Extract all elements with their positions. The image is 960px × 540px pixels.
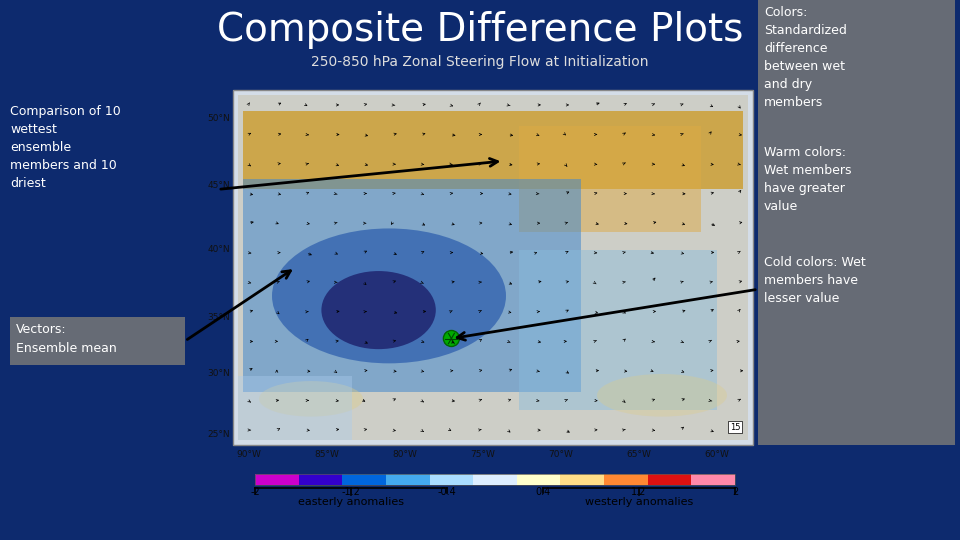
Text: easterly anomalies: easterly anomalies (298, 497, 404, 507)
Text: -0.4: -0.4 (438, 487, 456, 497)
Text: 65°W: 65°W (626, 450, 651, 459)
Text: -1.2: -1.2 (342, 487, 360, 497)
Text: 35°N: 35°N (207, 313, 230, 322)
Text: 80°W: 80°W (393, 450, 417, 459)
Text: 40°N: 40°N (207, 245, 230, 254)
Text: Colors:
Standardized
difference
between wet
and dry
members: Colors: Standardized difference between … (764, 6, 847, 109)
Text: 2: 2 (732, 487, 738, 497)
FancyBboxPatch shape (238, 95, 748, 440)
Text: 45°N: 45°N (207, 181, 230, 191)
Text: Warm colors:
Wet members
have greater
value: Warm colors: Wet members have greater va… (764, 146, 852, 213)
Bar (648, 474, 691, 485)
Text: Composite Difference Plots: Composite Difference Plots (217, 11, 743, 49)
Text: 250-850 hPa Zonal Steering Flow at Initialization: 250-850 hPa Zonal Steering Flow at Initi… (311, 55, 649, 69)
Text: 15: 15 (730, 422, 740, 431)
Bar (691, 474, 735, 485)
Text: 30°N: 30°N (207, 369, 230, 379)
Text: Cold colors: Wet
members have
lesser value: Cold colors: Wet members have lesser val… (764, 256, 866, 305)
Bar (758, 0, 955, 445)
Circle shape (444, 330, 460, 347)
Bar (299, 474, 343, 485)
Bar (473, 474, 516, 485)
Bar (243, 179, 581, 392)
Bar (604, 474, 648, 485)
Text: Comparison of 10
wettest
ensemble
members and 10
driest: Comparison of 10 wettest ensemble member… (10, 105, 121, 190)
Bar (233, 90, 753, 445)
Ellipse shape (259, 381, 363, 416)
Text: 70°W: 70°W (548, 450, 573, 459)
Text: 1.2: 1.2 (632, 487, 647, 497)
Bar (429, 474, 473, 485)
Bar (561, 474, 604, 485)
Text: 85°W: 85°W (314, 450, 339, 459)
Bar (386, 474, 429, 485)
Text: Vectors:
Ensemble mean: Vectors: Ensemble mean (16, 323, 117, 355)
Bar (233, 90, 753, 445)
Bar (255, 474, 735, 485)
Ellipse shape (597, 374, 727, 416)
Bar (10, 317, 185, 365)
Text: -2: -2 (251, 487, 260, 497)
Bar (255, 474, 299, 485)
Bar (519, 125, 701, 232)
Text: 90°W: 90°W (236, 450, 261, 459)
Text: 50°N: 50°N (207, 114, 230, 123)
Ellipse shape (322, 271, 436, 349)
Bar (238, 376, 352, 440)
Text: 75°W: 75°W (470, 450, 495, 459)
Text: 0.4: 0.4 (536, 487, 551, 497)
Text: 60°W: 60°W (705, 450, 729, 459)
Bar (233, 90, 753, 445)
Bar (243, 111, 743, 190)
Text: 25°N: 25°N (207, 430, 230, 439)
Bar (516, 474, 561, 485)
Ellipse shape (272, 228, 506, 363)
Bar (519, 249, 716, 409)
Text: westerly anomalies: westerly anomalies (585, 497, 693, 507)
Bar (343, 474, 386, 485)
